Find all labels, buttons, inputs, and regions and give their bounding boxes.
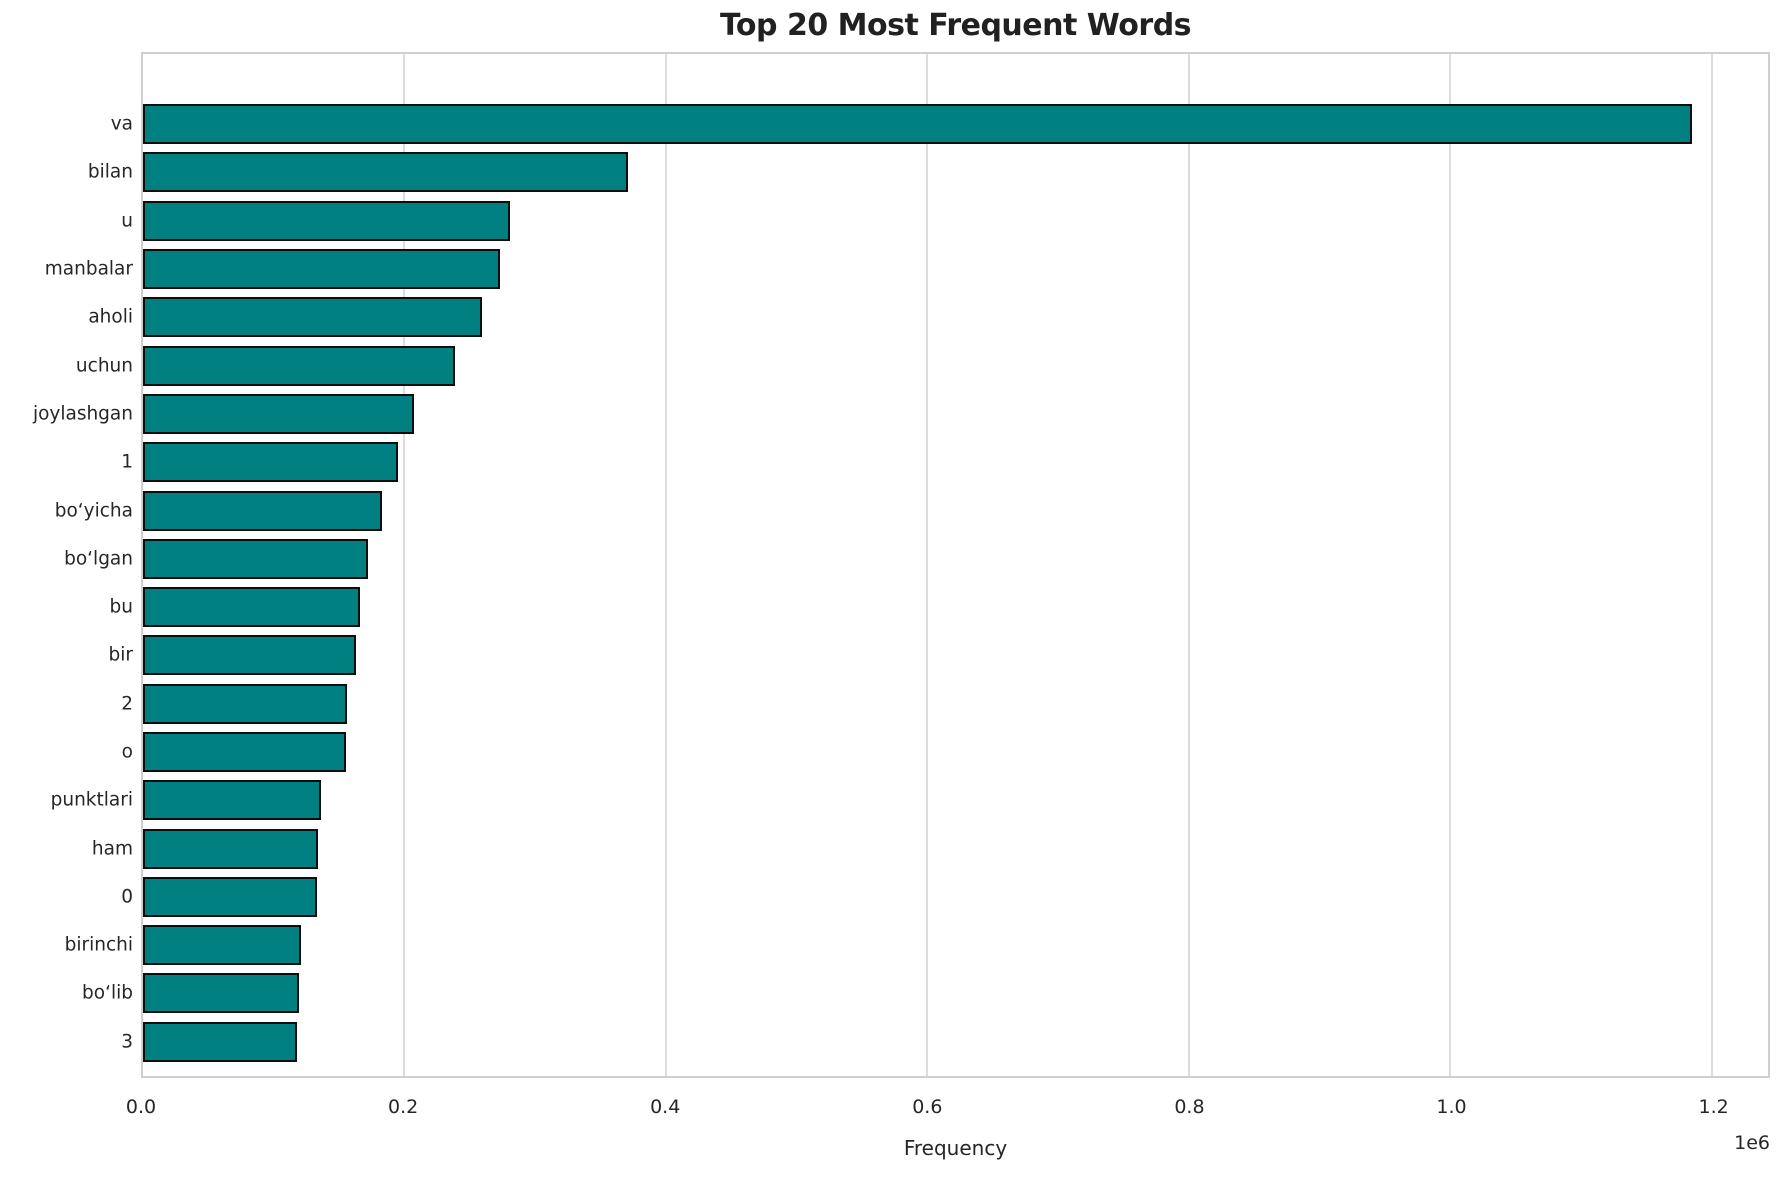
bar [143,538,368,579]
y-tick-label: ham [91,838,133,860]
bar-row: uchun [76,341,1768,389]
y-tick-label: joylashgan [32,403,133,425]
bar-row: 2 [121,680,1768,728]
y-tick-label: bo‘lgan [64,548,133,570]
bar-row: ham [92,824,1768,872]
y-tick-label: punktlari [50,789,133,811]
y-tick-label: 1 [121,451,133,473]
y-tick-label: va [110,113,133,135]
x-tick-label: 0.6 [912,1096,943,1118]
y-tick-label: 2 [121,693,133,715]
bar [143,152,629,193]
y-tick-label: bir [108,644,134,666]
y-tick-label: manbalar [44,258,133,280]
bar [143,393,414,434]
bar-row: punktlari [51,776,1768,824]
y-tick-label: 3 [121,1031,133,1053]
bar [143,635,357,676]
gridline [1710,54,1713,1076]
bar-row: bu [110,583,1768,631]
y-tick-label: aholi [88,306,133,328]
y-tick-label: bilan [87,161,133,183]
bar-row: aholi [88,293,1768,341]
x-tick-label: 0.4 [650,1096,681,1118]
chart-title: Top 20 Most Frequent Words [719,8,1192,43]
bar [143,104,1693,145]
y-tick-label: 0 [121,886,133,908]
gridline [1449,54,1452,1076]
bar-row: bo‘lgan [64,535,1768,583]
bar-row: bilan [88,148,1768,196]
bar-row: bo‘lib [82,969,1768,1017]
y-tick-label: o [121,741,133,763]
bar [143,297,482,338]
bar [143,683,347,724]
bar-row: 0 [121,873,1768,921]
bar-row: o [122,728,1768,776]
y-tick-label: uchun [75,355,133,377]
x-tick-label: 1.2 [1698,1096,1729,1118]
plot-area: va bilan u manbalar aholi uchun joylashgan 1 bo‘… [33,52,1770,1078]
bar [143,442,398,483]
y-tick-label: bo‘lib [82,982,133,1004]
x-tick-label: 0.8 [1174,1096,1205,1118]
bar [143,780,321,821]
gridline [926,54,929,1076]
bar-row: manbalar [45,245,1768,293]
axis-offset-text: 1e6 [1734,1132,1770,1154]
bar [143,732,346,772]
bar-row: u [121,197,1768,245]
x-axis-label: Frequency [903,1136,1008,1160]
bar [143,587,360,628]
x-tick-label: 0.2 [387,1096,419,1118]
y-tick-label: birinchi [64,934,133,956]
x-tick-label: 1.0 [1436,1096,1467,1118]
bar [143,973,299,1014]
gridline [403,54,406,1076]
bar [143,876,317,917]
bar-row: bo‘yicha [55,486,1768,534]
bar [143,345,456,386]
gridline [664,54,667,1076]
bar [143,1021,298,1062]
bar-row: 3 [121,1018,1768,1066]
bar [143,200,511,241]
y-tick-label: bo‘yicha [54,500,133,522]
bar [143,249,500,290]
bar-row: birinchi [65,921,1768,969]
bar-row: joylashgan [33,390,1768,438]
bar-row: 1 [121,438,1768,486]
bar [143,925,302,966]
bar [143,490,383,531]
y-tick-label: u [121,210,133,232]
gridline [1187,54,1190,1076]
bar-row: va [111,100,1768,148]
bar-row: bir [109,631,1768,679]
bar [143,828,319,869]
bar-row-group: va bilan u manbalar aholi uchun joylashgan 1 bo‘… [33,54,1768,1076]
y-tick-label: bu [109,596,133,618]
x-tick-label: 0.0 [125,1096,157,1118]
